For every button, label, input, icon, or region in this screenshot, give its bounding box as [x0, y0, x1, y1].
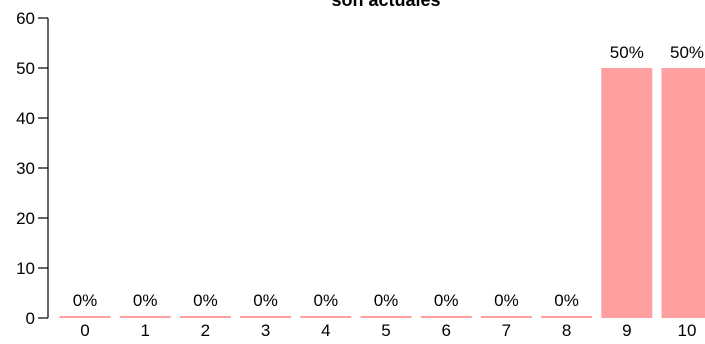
bar-data-label: 50% [670, 43, 704, 62]
bar [60, 316, 111, 318]
x-tick-label: 2 [201, 321, 210, 339]
bars [60, 68, 705, 318]
bar-data-label: 0% [494, 291, 519, 310]
x-tick-label: 9 [622, 321, 631, 339]
bar [601, 68, 652, 318]
bar-data-label: 0% [133, 291, 158, 310]
x-tick-label: 0 [80, 321, 89, 339]
bar-data-label: 0% [374, 291, 399, 310]
bar [541, 316, 592, 318]
x-tick-label: 10 [678, 321, 697, 339]
y-tick-label: 50 [16, 59, 35, 78]
bar [120, 316, 171, 318]
x-tick-label: 4 [321, 321, 330, 339]
y-tick-label: 30 [16, 159, 35, 178]
x-tick-label: 6 [441, 321, 450, 339]
bar [240, 316, 291, 318]
bar [421, 316, 472, 318]
x-tick-label: 8 [562, 321, 571, 339]
bar [180, 316, 231, 318]
x-tick-label: 5 [381, 321, 390, 339]
chart-title: son actuales [331, 0, 440, 10]
x-tick-label: 3 [261, 321, 270, 339]
bar-data-label: 0% [314, 291, 339, 310]
bar-data-label: 50% [610, 43, 644, 62]
bar [300, 316, 351, 318]
bar-data-label: 0% [73, 291, 98, 310]
bar-data-label: 0% [434, 291, 459, 310]
x-tick-label: 1 [140, 321, 149, 339]
y-tick-label: 10 [16, 259, 35, 278]
y-tick-label: 20 [16, 209, 35, 228]
y-tick-label: 60 [16, 9, 35, 28]
bar-data-label: 0% [554, 291, 579, 310]
bar [481, 316, 532, 318]
x-tick-label: 7 [502, 321, 511, 339]
bar-data-label: 0% [253, 291, 278, 310]
x-axis-tick-labels: 0 1 2 3 4 5 6 7 8 9 10 [80, 321, 696, 339]
y-tick-label: 0 [26, 309, 35, 328]
y-tick-label: 40 [16, 109, 35, 128]
y-axis-ticks: 0 10 20 30 40 50 60 [16, 9, 48, 328]
bar-data-label: 0% [193, 291, 218, 310]
bar [361, 316, 412, 318]
bar [662, 68, 705, 318]
